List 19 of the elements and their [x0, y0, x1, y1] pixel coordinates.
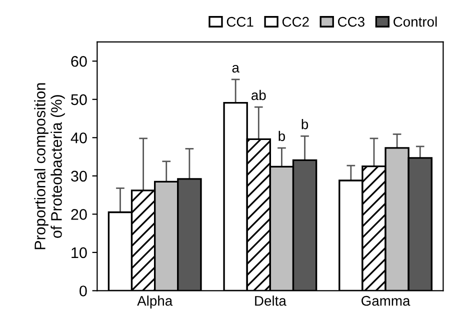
y-tick-label: 10 — [72, 247, 87, 258]
y-tick-label: 50 — [71, 94, 87, 106]
y-tick-label: 20 — [71, 209, 87, 220]
x-tick-label: Delta — [255, 296, 286, 306]
y-tick-label: 60 — [71, 56, 87, 67]
y-tick-label: 30 — [71, 170, 87, 182]
legend-label: CC3 — [338, 16, 364, 27]
annotation: a — [232, 64, 240, 73]
x-tick-label: Alpha — [137, 296, 173, 309]
legend-label: CC2 — [282, 16, 309, 27]
annotation: b — [302, 119, 308, 130]
annotation: b — [278, 130, 285, 142]
annotation: ab — [252, 90, 266, 100]
y-tick-label: 0 — [80, 286, 87, 296]
x-tick-label: Gamma — [362, 296, 410, 306]
y-axis-title: Proportional composition of Proteobacteria (%) — [34, 83, 65, 250]
legend-label: CC1 — [226, 16, 254, 27]
legend-label: Control — [394, 16, 437, 27]
y-tick-label: 40 — [70, 132, 87, 144]
